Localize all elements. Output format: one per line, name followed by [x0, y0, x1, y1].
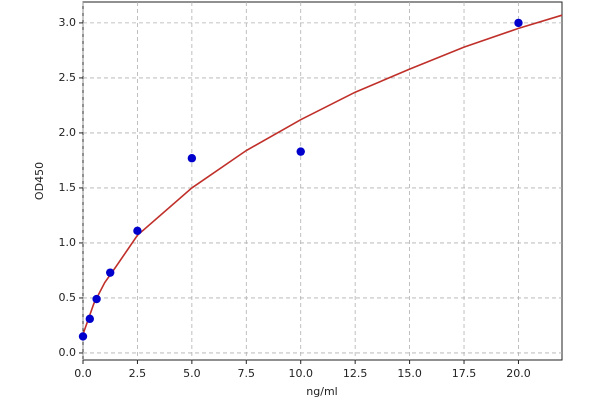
fit-curve [82, 14, 563, 335]
y-tick-label: 1.5 [59, 181, 77, 194]
y-tick-label: 0.0 [59, 346, 77, 359]
data-point [514, 18, 523, 28]
x-tick-label: 15.0 [397, 367, 422, 380]
x-tick-label: 10.0 [288, 367, 313, 380]
y-axis-label: OD450 [33, 162, 46, 200]
x-tick-label: 12.5 [343, 367, 368, 380]
y-tick-label: 2.0 [59, 126, 77, 139]
plot-frame [82, 1, 563, 361]
data-point [78, 332, 88, 341]
y-tick-label: 1.0 [59, 236, 77, 249]
x-tick-label: 0.0 [74, 367, 92, 380]
y-tick-label: 0.5 [59, 291, 77, 304]
x-tick-label: 17.5 [452, 367, 477, 380]
data-point [92, 294, 101, 304]
x-tick-label: 5.0 [183, 367, 201, 380]
data-point [187, 154, 197, 163]
data-point [85, 314, 95, 324]
x-tick-label: 20.0 [506, 367, 531, 380]
data-point [296, 147, 305, 156]
x-tick-label: 7.5 [238, 367, 256, 380]
x-tick-label: 2.5 [129, 367, 147, 380]
y-tick-label: 2.5 [59, 71, 77, 84]
y-tick-label: 3.0 [59, 16, 77, 29]
data-point [106, 268, 115, 277]
x-axis-label: ng/ml [306, 385, 337, 398]
data-point [133, 226, 142, 236]
